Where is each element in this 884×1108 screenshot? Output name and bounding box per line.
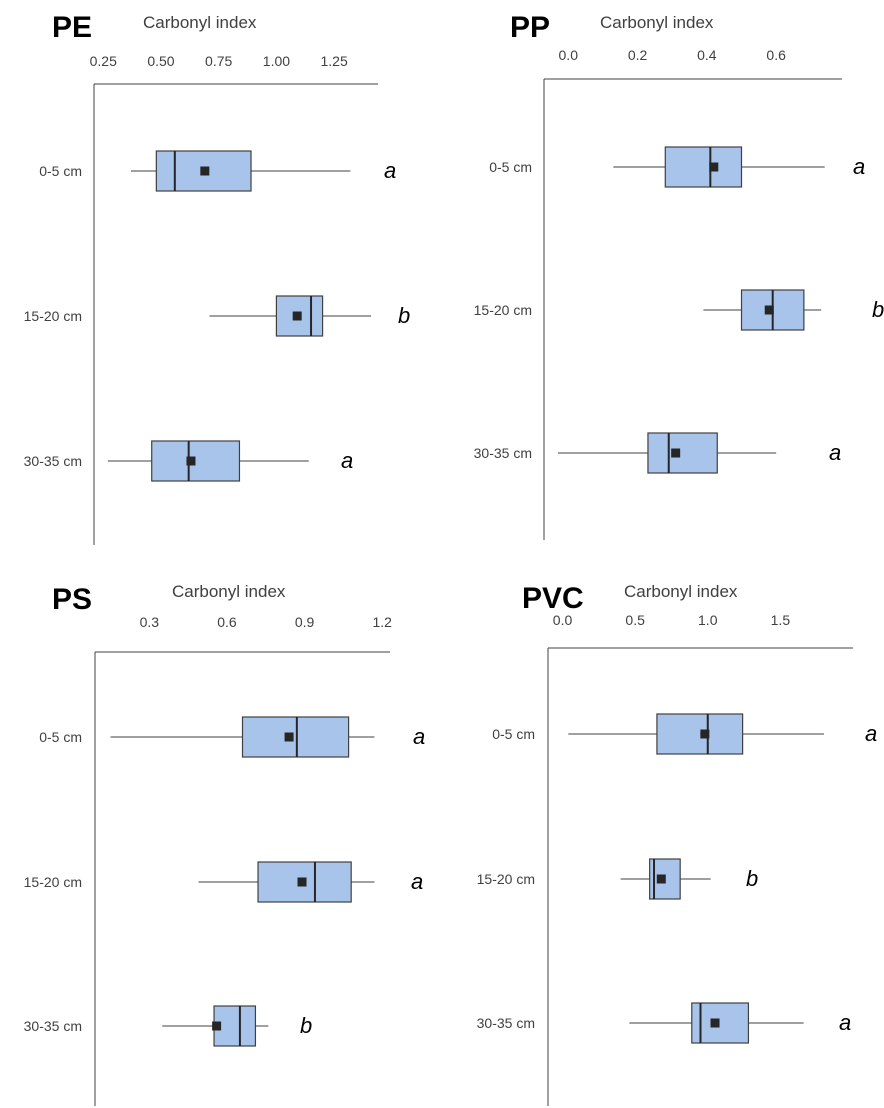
x-axis-title: Carbonyl index	[172, 582, 286, 601]
x-tick-label: 0.0	[559, 47, 579, 63]
significance-letter: b	[398, 303, 410, 328]
mean-marker	[700, 729, 710, 739]
mean-marker	[764, 305, 774, 315]
x-tick-label: 0.3	[140, 614, 160, 630]
significance-letter: a	[384, 158, 396, 183]
x-axis-title: Carbonyl index	[600, 13, 714, 32]
x-tick-label: 0.0	[553, 612, 573, 628]
panel-title: PVC	[522, 582, 584, 615]
mean-marker	[297, 877, 307, 887]
significance-letter: b	[300, 1013, 312, 1038]
x-tick-label: 1.5	[771, 612, 791, 628]
significance-letter: a	[829, 440, 841, 465]
box-30-35-cm: 30-35 cm a	[474, 432, 841, 474]
box-30-35-cm: 30-35 cm b	[24, 1005, 312, 1047]
category-label: 0-5 cm	[489, 159, 532, 175]
box-30-35-cm: 30-35 cm a	[477, 1002, 851, 1044]
category-label: 30-35 cm	[24, 453, 82, 469]
box-0-5-cm: 0-5 cm a	[39, 716, 425, 758]
x-tick-label: 1.2	[373, 614, 393, 630]
x-tick-label: 0.9	[295, 614, 315, 630]
category-label: 0-5 cm	[39, 163, 82, 179]
mean-marker	[710, 1018, 720, 1028]
category-label: 15-20 cm	[474, 302, 532, 318]
category-label: 30-35 cm	[24, 1018, 82, 1034]
panel-title: PE	[52, 11, 92, 44]
panel-title: PS	[52, 583, 92, 616]
mean-marker	[212, 1021, 222, 1031]
box-15-20-cm: 15-20 cm b	[477, 858, 758, 900]
box-0-5-cm: 0-5 cm a	[39, 150, 396, 192]
mean-marker	[656, 874, 666, 884]
x-tick-label: 0.6	[217, 614, 237, 630]
box-15-20-cm: 15-20 cm b	[24, 295, 410, 337]
category-label: 30-35 cm	[477, 1015, 535, 1031]
box-0-5-cm: 0-5 cm a	[492, 713, 877, 755]
x-tick-label: 1.00	[263, 53, 290, 69]
x-tick-label: 0.75	[205, 53, 232, 69]
x-axis-title: Carbonyl index	[624, 582, 738, 601]
significance-letter: b	[872, 297, 884, 322]
iqr-box	[656, 713, 744, 755]
x-tick-label: 0.2	[628, 47, 648, 63]
panel-pvc: PVC Carbonyl index 0.0 0.5 1.0 1.5 0-5 cm a 15-2…	[477, 582, 877, 1106]
x-tick-label: 0.4	[697, 47, 717, 63]
box-15-20-cm: 15-20 cm a	[24, 861, 423, 903]
category-label: 15-20 cm	[24, 308, 82, 324]
significance-letter: a	[411, 869, 423, 894]
panel-pp: PP Carbonyl index 0.0 0.2 0.4 0.6 0-5 cm a 15-20…	[474, 11, 884, 540]
panel-pe: PE Carbonyl index 0.25 0.50 0.75 1.00 1.25 0-5 …	[24, 11, 410, 545]
iqr-box	[664, 146, 743, 188]
category-label: 15-20 cm	[477, 871, 535, 887]
category-label: 30-35 cm	[474, 445, 532, 461]
x-tick-label: 1.25	[321, 53, 348, 69]
significance-letter: a	[413, 724, 425, 749]
significance-letter: a	[839, 1010, 851, 1035]
panel-title: PP	[510, 11, 550, 44]
category-label: 0-5 cm	[39, 729, 82, 745]
x-tick-label: 0.50	[147, 53, 174, 69]
significance-letter: a	[341, 448, 353, 473]
category-label: 0-5 cm	[492, 726, 535, 742]
mean-marker	[709, 162, 719, 172]
x-tick-label: 0.5	[625, 612, 645, 628]
mean-marker	[200, 166, 210, 176]
iqr-box	[241, 716, 350, 758]
x-tick-label: 1.0	[698, 612, 718, 628]
significance-letter: a	[853, 154, 865, 179]
x-tick-label: 0.6	[766, 47, 786, 63]
box-0-5-cm: 0-5 cm a	[489, 146, 865, 188]
significance-letter: b	[746, 866, 758, 891]
mean-marker	[671, 448, 681, 458]
x-axis-title: Carbonyl index	[143, 13, 257, 32]
iqr-box	[151, 440, 241, 482]
category-label: 15-20 cm	[24, 874, 82, 890]
iqr-box	[647, 432, 718, 474]
mean-marker	[284, 732, 294, 742]
box-30-35-cm: 30-35 cm a	[24, 440, 353, 482]
mean-marker	[292, 311, 302, 321]
box-15-20-cm: 15-20 cm b	[474, 289, 884, 331]
x-tick-label: 0.25	[90, 53, 117, 69]
mean-marker	[186, 456, 196, 466]
significance-letter: a	[865, 721, 877, 746]
